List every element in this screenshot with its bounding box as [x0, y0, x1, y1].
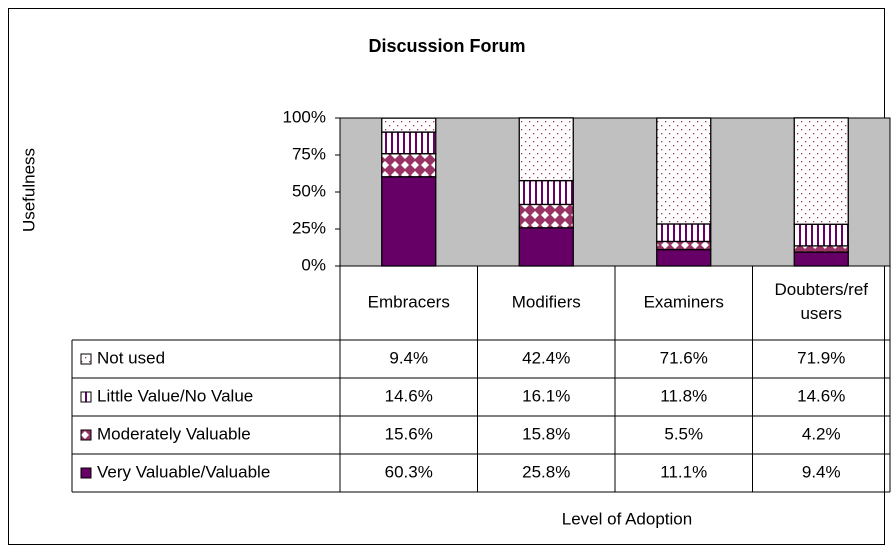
bar-segment [656, 117, 712, 225]
y-tick-label: 25% [292, 218, 326, 237]
data-label: 71.9% [797, 348, 845, 367]
bar-segment [793, 117, 849, 225]
data-label: 11.1% [660, 462, 707, 481]
data-label: 16.1% [522, 386, 570, 405]
bar-segment [656, 248, 712, 267]
bar-segment [793, 251, 849, 267]
category-label: Examiners [644, 292, 724, 311]
bar-segment [381, 131, 437, 155]
data-label: 60.3% [385, 462, 433, 481]
y-tick-label: 0% [301, 255, 326, 274]
bar-segment [518, 227, 574, 267]
y-tick-label: 100% [283, 107, 326, 126]
bar-segment [518, 203, 574, 229]
legend-label: Little Value/No Value [97, 386, 253, 405]
bar-segment [381, 117, 437, 133]
data-label: 14.6% [797, 386, 845, 405]
legend-key [80, 467, 92, 479]
data-label: 9.4% [802, 462, 841, 481]
legend-label: Not used [97, 348, 165, 367]
legend-key [80, 353, 92, 365]
y-tick-label: 50% [292, 181, 326, 200]
legend-key [80, 429, 92, 441]
data-label: 42.4% [522, 348, 570, 367]
data-label: 9.4% [389, 348, 428, 367]
data-label: 25.8% [522, 462, 570, 481]
data-label: 15.6% [385, 424, 433, 443]
data-label: 4.2% [802, 424, 841, 443]
data-label: 14.6% [385, 386, 433, 405]
data-label: 5.5% [664, 424, 703, 443]
data-label: 15.8% [522, 424, 570, 443]
bar-segment [656, 223, 712, 243]
y-axis-title: Usefulness [19, 148, 38, 232]
bar-segment [518, 179, 574, 206]
bar-segment [793, 223, 849, 247]
category-label: Embracers [368, 292, 450, 311]
bar-segment [381, 153, 437, 178]
legend-label: Very Valuable/Valuable [97, 462, 270, 481]
category-label: Modifiers [512, 292, 581, 311]
data-label: 71.6% [660, 348, 708, 367]
bar-segment [381, 176, 437, 267]
category-label: Doubters/ref users [774, 280, 868, 323]
bar-segment [656, 240, 712, 251]
legend-label: Moderately Valuable [97, 424, 251, 443]
bar-segment [793, 245, 849, 253]
y-tick-label: 75% [292, 144, 326, 163]
legend-key [80, 391, 92, 403]
bar-segment [518, 117, 574, 182]
x-axis-title: Level of Adoption [562, 509, 692, 528]
chart-frame [8, 8, 885, 545]
chart-title: Discussion Forum [368, 36, 525, 56]
data-label: 11.8% [660, 386, 707, 405]
